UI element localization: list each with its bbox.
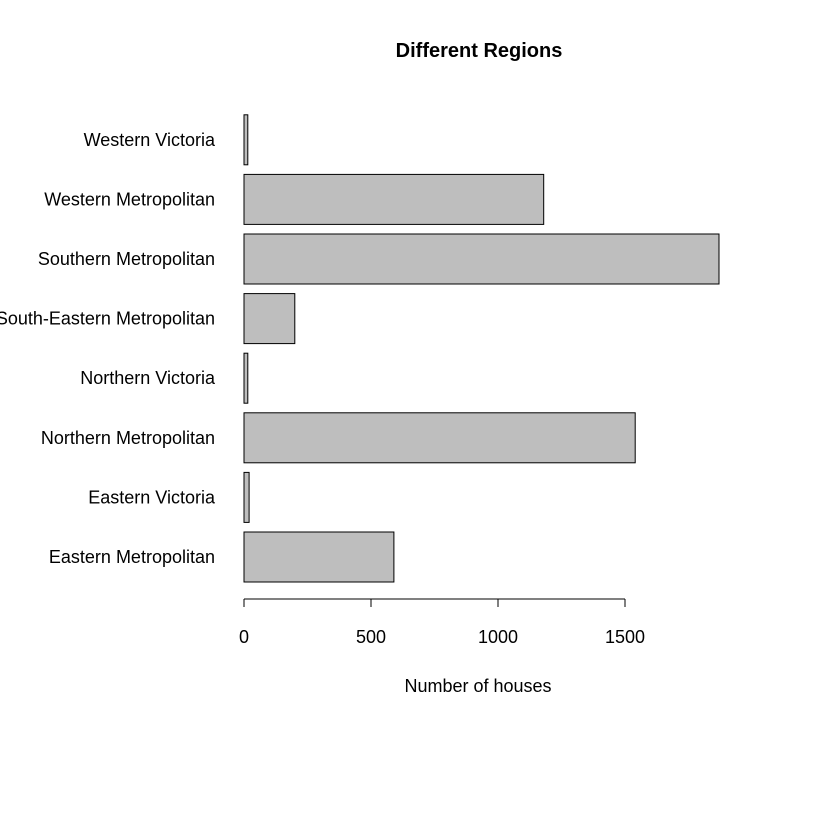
category-label: Eastern Victoria — [88, 487, 216, 507]
category-label: Southern Metropolitan — [38, 249, 215, 269]
category-labels: Eastern Metropolitan Eastern Victoria Nort… — [0, 130, 216, 567]
bar — [243, 293, 296, 345]
category-label: Northern Victoria — [80, 368, 216, 388]
chart-title: Different Regions — [396, 40, 563, 62]
category-label: Western Victoria — [84, 130, 216, 150]
x-axis-label: Number of houses — [404, 676, 551, 696]
category-label: Western Metropolitan — [44, 189, 215, 209]
x-tick-label: 1000 — [478, 627, 518, 647]
bar — [243, 352, 249, 404]
x-tick-label: 0 — [239, 627, 249, 647]
x-axis: 0 500 1000 1500 — [239, 598, 645, 647]
bar-group — [243, 114, 720, 583]
bar — [243, 114, 249, 166]
category-label: Northern Metropolitan — [41, 428, 215, 448]
bar — [243, 531, 395, 583]
category-label: Eastern Metropolitan — [49, 547, 215, 567]
bar — [243, 471, 250, 523]
bar — [243, 412, 636, 464]
bar — [243, 173, 545, 225]
bar — [243, 233, 720, 285]
category-label: South-Eastern Metropolitan — [0, 309, 215, 329]
x-tick-label: 1500 — [605, 627, 645, 647]
x-tick-label: 500 — [356, 627, 386, 647]
